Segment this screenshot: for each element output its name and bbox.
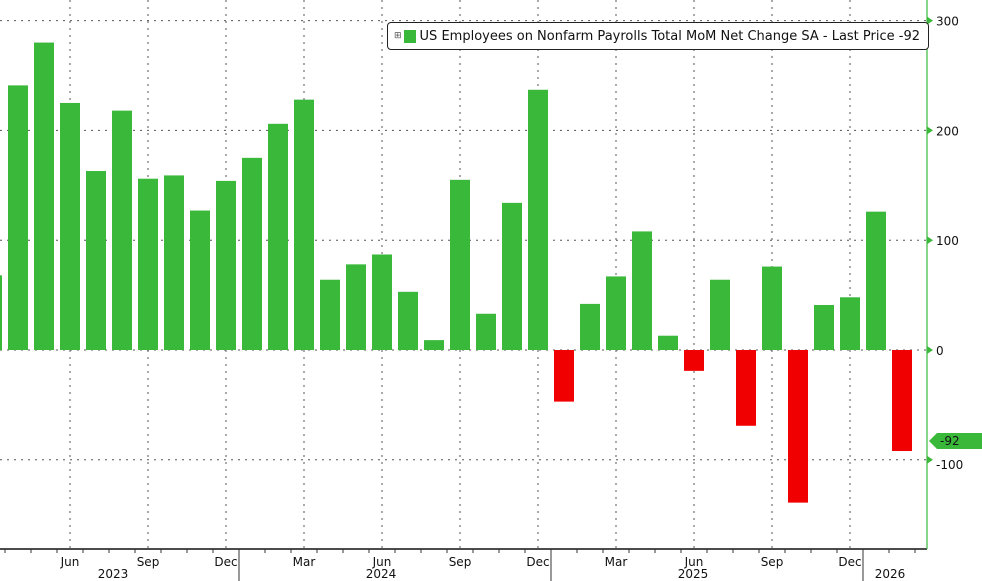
y-tick-label: -100 — [936, 458, 963, 472]
bar-jun-2025 — [684, 350, 704, 371]
bar-oct-2024 — [476, 313, 496, 350]
bar-jun-2024 — [372, 254, 392, 350]
x-year-label: 2023 — [98, 567, 129, 581]
bar-aug-2024 — [424, 340, 444, 350]
bar-may-2025 — [658, 335, 678, 350]
x-month-label: Sep — [761, 555, 784, 569]
bar-apr-2024 — [320, 279, 340, 350]
x-month-label: Sep — [449, 555, 472, 569]
x-month-label: Jun — [372, 555, 392, 569]
x-month-label: Mar — [293, 555, 316, 569]
bar-mar-2025 — [606, 276, 626, 350]
bar-jul-2025 — [710, 279, 730, 350]
bar-jan-2024 — [242, 157, 262, 350]
bar-nov-2023 — [190, 210, 210, 350]
y-tick-marker — [927, 126, 933, 135]
y-tick-label: 200 — [936, 124, 959, 138]
legend: ⊞ US Employees on Nonfarm Payrolls Total… — [387, 22, 929, 50]
bar-jul-2023 — [86, 171, 106, 350]
bar-apr-2025 — [632, 231, 652, 350]
bar-aug-2025 — [736, 350, 756, 426]
bar-jul-2024 — [398, 291, 418, 350]
bar-jan-2025 — [554, 350, 574, 402]
legend-swatch — [403, 29, 416, 43]
x-month-label: Jun — [684, 555, 704, 569]
bar-mar-2023 — [0, 275, 2, 350]
y-tick-label: 300 — [936, 15, 959, 29]
x-month-label: Mar — [605, 555, 628, 569]
y-tick-marker — [927, 236, 933, 245]
x-month-label: Jun — [60, 555, 80, 569]
bar-mar-2024 — [294, 99, 314, 350]
y-tick-label: 100 — [936, 234, 959, 248]
bar-sep-2025 — [762, 266, 782, 350]
x-year-label: 2026 — [875, 567, 906, 581]
bar-feb-2024 — [268, 123, 288, 350]
bar-may-2024 — [346, 264, 366, 350]
bar-may-2023 — [34, 42, 54, 351]
x-month-label: Dec — [214, 555, 237, 569]
y-tick-label: 0 — [936, 344, 944, 358]
y-tick-marker — [927, 346, 933, 354]
bar-apr-2023 — [8, 85, 28, 350]
x-year-label: 2024 — [366, 567, 397, 581]
bar-oct-2023 — [164, 175, 184, 350]
bar-dec-2023 — [216, 180, 236, 350]
x-month-label: Dec — [838, 555, 861, 569]
legend-label: US Employees on Nonfarm Payrolls Total M… — [419, 28, 920, 44]
y-tick-marker — [927, 455, 933, 464]
last-price-label: -92 — [940, 434, 960, 448]
bar-dec-2024 — [528, 89, 548, 351]
bar-nov-2025 — [814, 304, 834, 350]
bar-oct-2025 — [788, 350, 808, 503]
bar-aug-2023 — [112, 110, 132, 350]
bar-nov-2024 — [502, 202, 522, 350]
x-month-label: Dec — [526, 555, 549, 569]
bar-feb-2026 — [892, 350, 912, 452]
x-month-label: Sep — [137, 555, 160, 569]
bar-jan-2026 — [866, 211, 886, 350]
bar-sep-2023 — [138, 178, 158, 350]
x-year-label: 2025 — [678, 567, 709, 581]
last-price-tag — [929, 433, 982, 450]
bar-feb-2025 — [580, 303, 600, 350]
bar-jun-2023 — [60, 102, 80, 350]
expand-icon[interactable]: ⊞ — [394, 31, 402, 41]
y-tick-marker — [927, 16, 933, 25]
bar-sep-2024 — [450, 179, 470, 350]
bar-dec-2025 — [840, 297, 860, 350]
